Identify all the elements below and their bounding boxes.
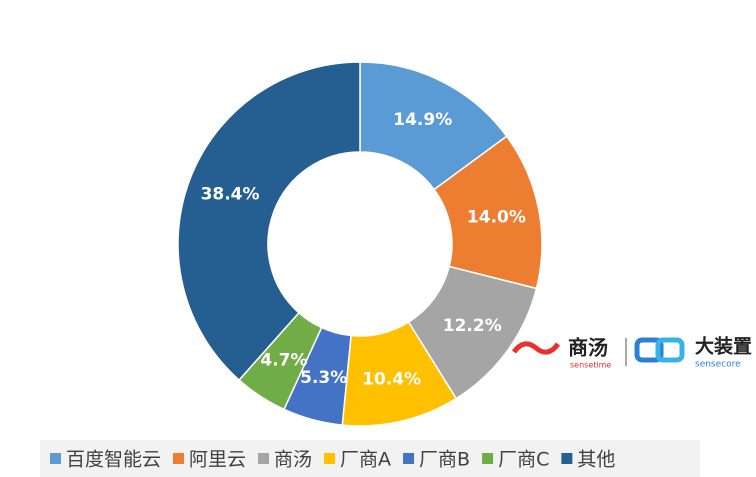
logo-subtext: sensecore [695,360,741,370]
logo-icon [511,341,561,355]
data-label: 4.7% [260,350,307,370]
legend-label: 厂商C [498,449,549,471]
legend-swatch [50,453,61,464]
legend-label: 厂商A [340,449,391,471]
logo-subtext: sensetime [570,361,611,370]
legend-label: 百度智能云 [66,449,161,471]
logo-icon [634,337,664,363]
legend-label: 其他 [577,449,615,471]
donut-slice [359,61,508,191]
legend-label: 商汤 [274,449,312,471]
legend-background [40,440,700,477]
data-label: 12.2% [443,316,502,336]
legend-swatch [482,453,494,464]
logo-text: 商汤 [568,336,608,360]
data-label: 14.0% [467,207,526,227]
legend-label: 阿里云 [189,449,246,471]
legend-swatch [403,453,415,464]
logo-sensetime: 商汤 sensetime 大装置 sensecore [511,335,752,370]
data-label: 14.9% [393,110,452,130]
legend-swatch [324,453,336,464]
data-label: 5.3% [300,368,347,388]
donut-slice [177,61,361,382]
logo-text: 大装置 [695,335,752,358]
legend-swatch [258,453,270,464]
legend-swatch [561,453,573,464]
logo-icon [655,337,685,363]
legend-label: 厂商B [419,449,470,471]
data-label: 38.4% [201,185,260,205]
legend-swatch [173,453,185,464]
data-label: 10.4% [362,369,421,389]
